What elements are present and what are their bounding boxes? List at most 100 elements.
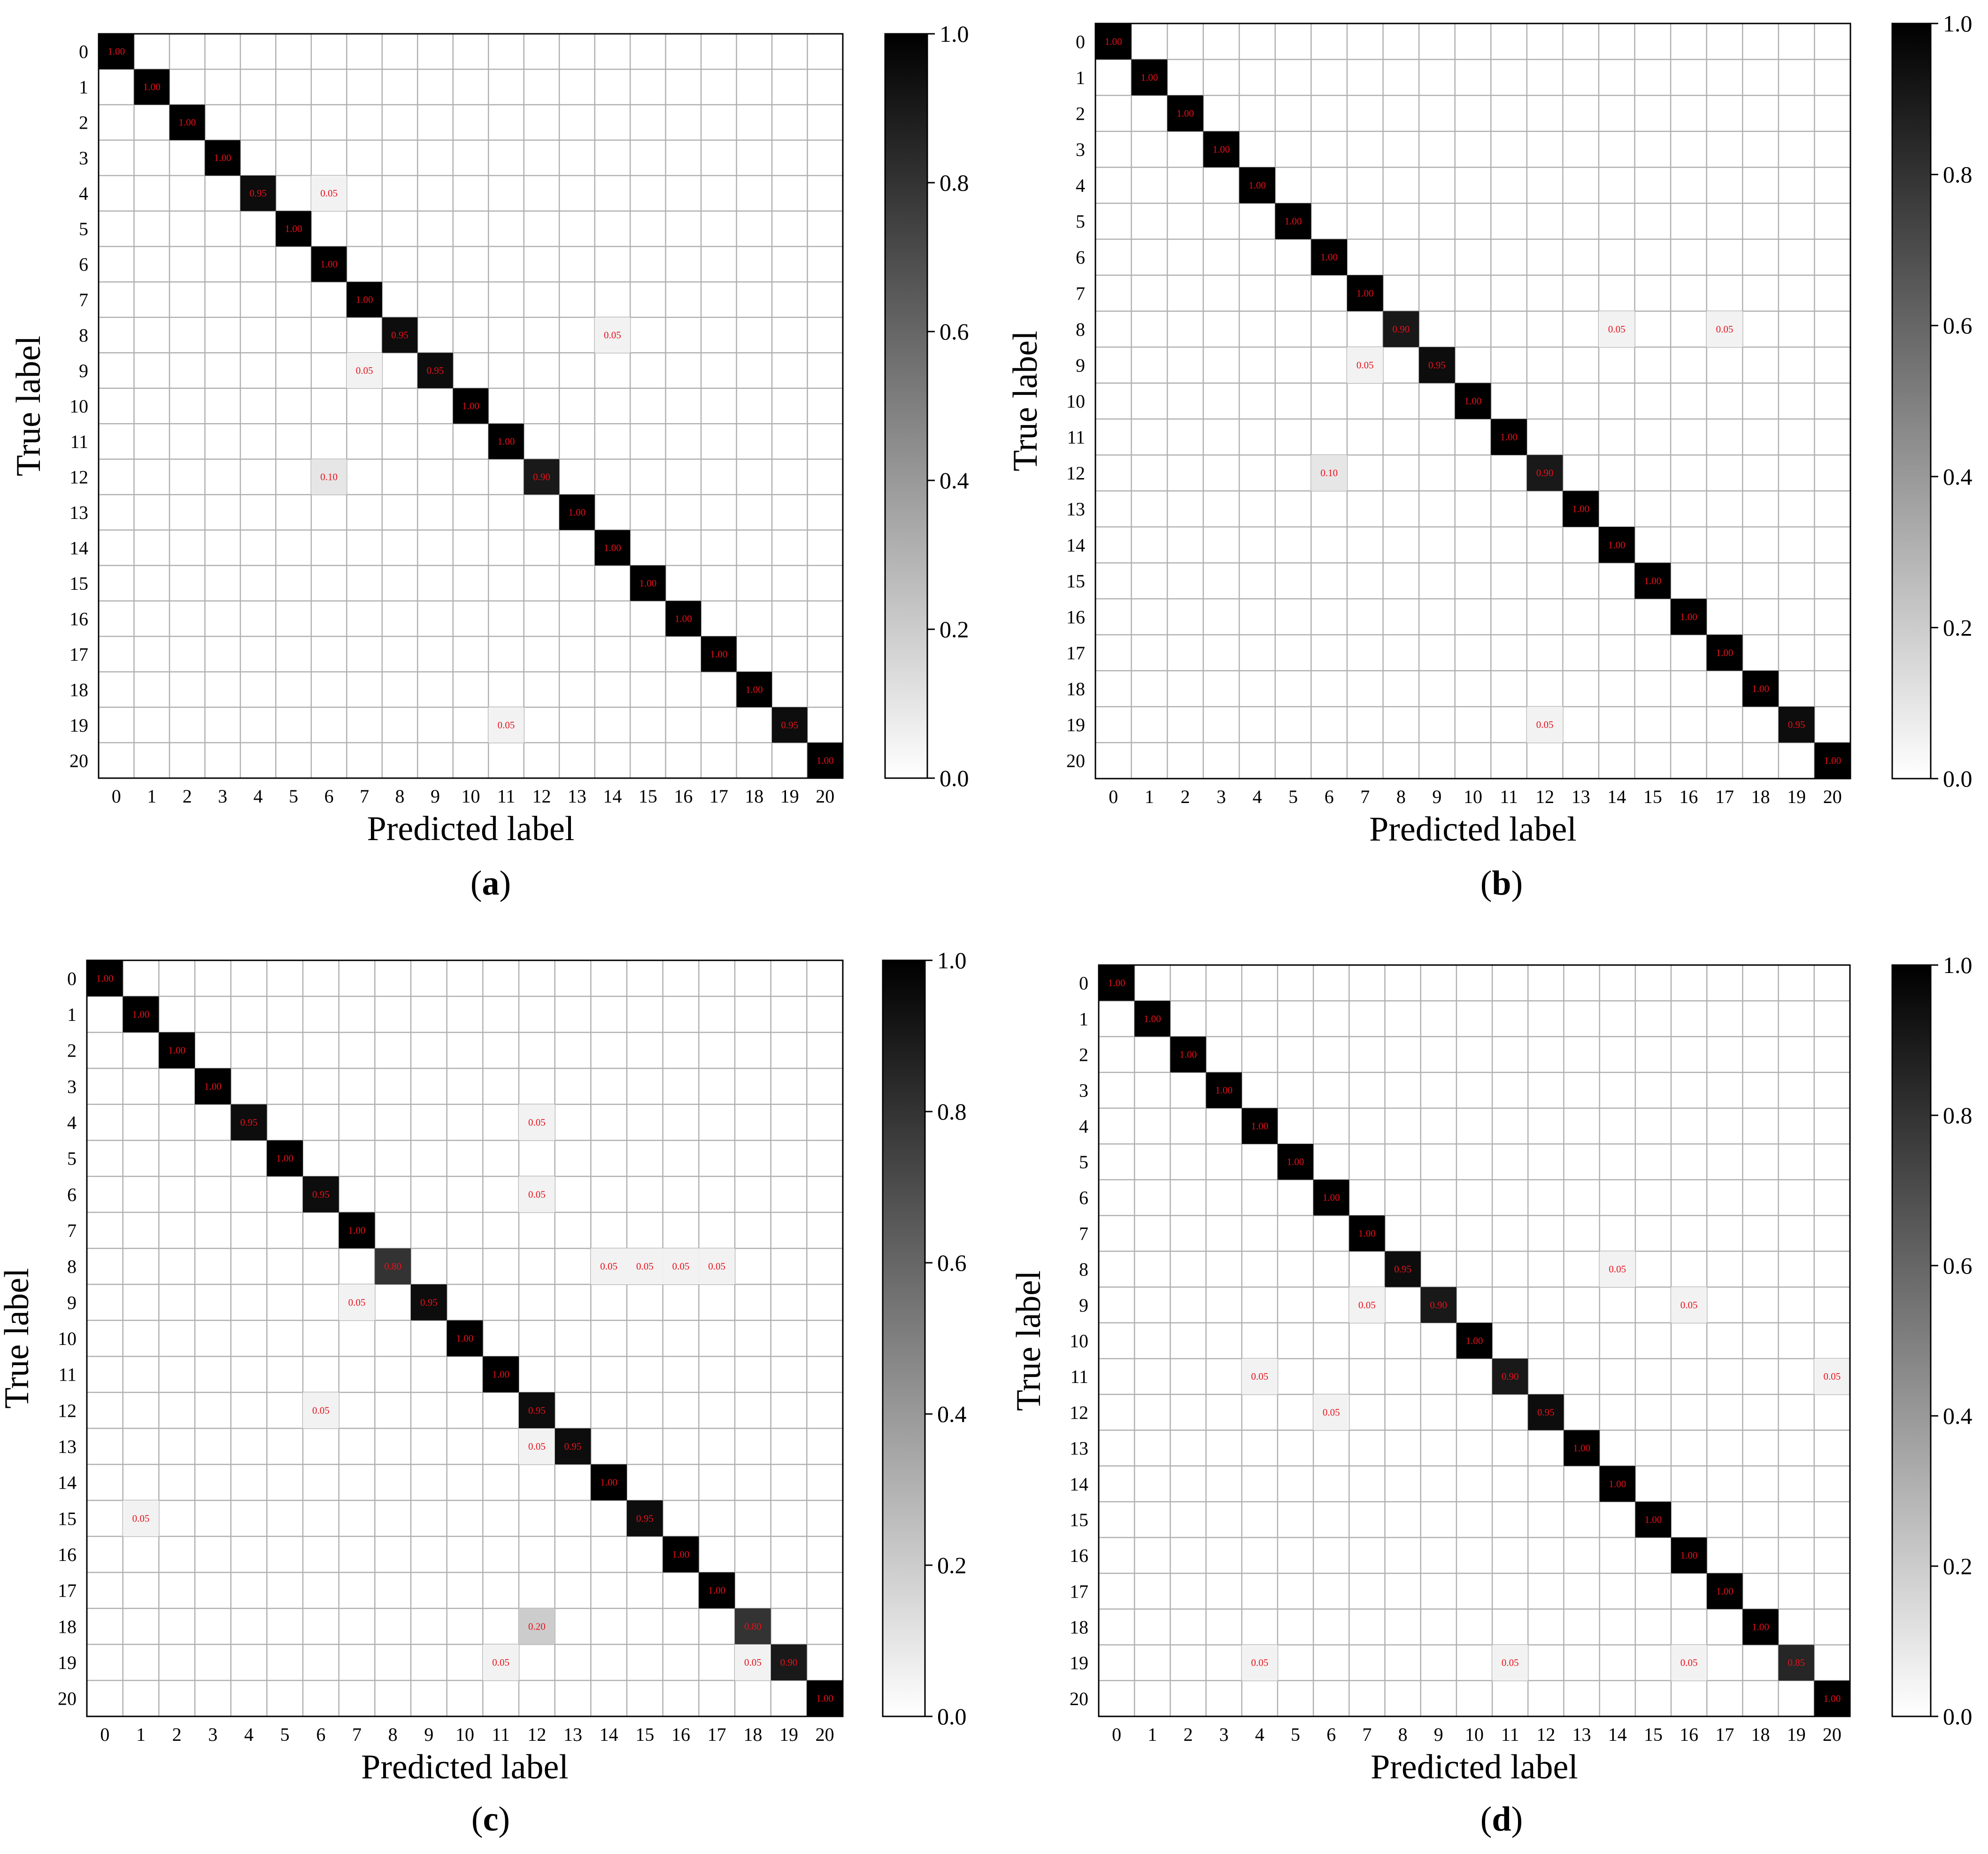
cell-value-label: 0.95 bbox=[528, 1405, 546, 1416]
matrix-cell bbox=[231, 1104, 267, 1141]
cell-value-label: 1.00 bbox=[1464, 395, 1482, 407]
x-tick-label: 5 bbox=[280, 1724, 290, 1745]
matrix-frame bbox=[1094, 23, 1851, 780]
y-tick-label: 3 bbox=[79, 147, 88, 169]
y-tick-label: 14 bbox=[69, 537, 88, 558]
matrix-cell bbox=[1275, 203, 1311, 239]
matrix-cell bbox=[123, 996, 159, 1033]
cell-value-label: 1.00 bbox=[1680, 1550, 1698, 1561]
cell-value-label: 1.00 bbox=[108, 46, 125, 57]
y-tick-label: 6 bbox=[1076, 247, 1085, 268]
y-tick-label: 13 bbox=[58, 1436, 77, 1457]
y-tick-label: 0 bbox=[1079, 973, 1088, 994]
matrix-frame bbox=[1098, 964, 1851, 1717]
matrix-cell bbox=[1707, 1573, 1743, 1609]
x-tick-label: 20 bbox=[816, 1724, 834, 1745]
matrix-cell bbox=[1239, 167, 1275, 203]
matrix-cell bbox=[1526, 455, 1563, 491]
cell-value-label: 0.90 bbox=[1536, 467, 1554, 479]
cell-value-label: 1.00 bbox=[746, 684, 763, 695]
matrix-cell bbox=[1491, 419, 1527, 455]
matrix-cell bbox=[1456, 1322, 1493, 1359]
x-tick-label: 3 bbox=[208, 1724, 217, 1745]
cell-value-label: 1.00 bbox=[1323, 1192, 1340, 1203]
cell-value-label: 1.00 bbox=[498, 436, 515, 447]
colorbar bbox=[1891, 964, 1932, 1717]
x-tick-label: 2 bbox=[1180, 786, 1190, 807]
matrix-cell bbox=[1349, 1215, 1385, 1251]
matrix-cell bbox=[483, 1644, 519, 1681]
matrix-cell bbox=[169, 104, 205, 140]
x-tick-label: 8 bbox=[1396, 786, 1406, 807]
y-tick-label: 12 bbox=[1066, 463, 1085, 484]
cell-value-label: 0.95 bbox=[781, 719, 798, 731]
x-tick-label: 13 bbox=[1572, 1724, 1591, 1745]
matrix-cell bbox=[1206, 1072, 1242, 1108]
y-tick-label: 10 bbox=[1070, 1330, 1088, 1352]
matrix-cell bbox=[267, 1140, 303, 1176]
y-tick-label: 2 bbox=[67, 1040, 77, 1061]
matrix-cell bbox=[735, 1644, 771, 1681]
y-tick-label: 15 bbox=[1066, 571, 1085, 592]
cell-value-label: 0.95 bbox=[312, 1189, 330, 1200]
y-tick-label: 19 bbox=[69, 715, 88, 736]
cell-value-label: 0.95 bbox=[1537, 1406, 1555, 1418]
cell-value-label: 0.90 bbox=[1502, 1371, 1519, 1382]
y-tick-label: 5 bbox=[1079, 1151, 1088, 1173]
cell-value-label: 0.05 bbox=[528, 1189, 546, 1200]
cell-value-label: 1.00 bbox=[204, 1081, 222, 1092]
matrix-cell bbox=[1742, 1609, 1779, 1645]
matrix-cell bbox=[665, 601, 701, 637]
matrix-cell bbox=[159, 1032, 195, 1068]
y-tick-label: 13 bbox=[69, 502, 88, 523]
cell-value-label: 0.05 bbox=[1609, 1264, 1626, 1275]
x-tick-label: 17 bbox=[708, 1724, 726, 1745]
x-tick-label: 20 bbox=[1823, 1724, 1842, 1745]
colorbar-tick-label: 0.2 bbox=[1943, 614, 1973, 641]
matrix-cell bbox=[311, 246, 347, 282]
y-tick-label: 8 bbox=[79, 325, 88, 346]
matrix-cell bbox=[195, 1068, 231, 1105]
y-tick-label: 1 bbox=[67, 1004, 77, 1025]
x-tick-label: 19 bbox=[780, 786, 799, 807]
colorbar-tick-label: 1.0 bbox=[940, 21, 969, 47]
matrix-cell bbox=[1313, 1394, 1349, 1430]
matrix-cell bbox=[1599, 527, 1635, 563]
colorbar-tick-label: 0.0 bbox=[940, 765, 969, 791]
cell-value-label: 1.00 bbox=[1824, 755, 1841, 766]
cell-value-label: 0.05 bbox=[1323, 1406, 1340, 1418]
y-tick-label: 20 bbox=[1066, 750, 1085, 772]
cell-value-label: 1.00 bbox=[1500, 432, 1518, 443]
matrix-cell bbox=[1311, 239, 1347, 275]
cell-value-label: 1.00 bbox=[675, 613, 692, 624]
x-tick-label: 12 bbox=[1536, 1724, 1555, 1745]
y-tick-label: 12 bbox=[1070, 1402, 1088, 1423]
cell-value-label: 1.00 bbox=[456, 1333, 474, 1344]
confusion-matrix-panel: 1.001.001.001.001.001.001.001.000.95 0.05… bbox=[1009, 952, 1973, 1839]
matrix-cell bbox=[1241, 1645, 1278, 1681]
x-tick-label: 5 bbox=[1288, 786, 1298, 807]
matrix-cell bbox=[1167, 95, 1203, 131]
x-axis-label: Predicted label bbox=[367, 810, 575, 848]
matrix-cell bbox=[1706, 634, 1743, 671]
y-tick-label: 14 bbox=[1070, 1474, 1088, 1495]
cell-value-label: 0.85 bbox=[1788, 1657, 1805, 1669]
matrix-cell bbox=[1599, 1251, 1635, 1287]
matrix-cell bbox=[339, 1212, 375, 1249]
matrix-cell bbox=[1455, 383, 1491, 419]
x-tick-label: 18 bbox=[1751, 1724, 1770, 1745]
matrix-cell bbox=[519, 1104, 555, 1141]
cell-value-label: 1.00 bbox=[1572, 503, 1589, 515]
colorbar-tick-label: 0.0 bbox=[937, 1703, 967, 1730]
matrix-cell bbox=[1706, 311, 1743, 348]
cell-value-label: 1.00 bbox=[569, 507, 586, 518]
y-tick-label: 7 bbox=[1076, 283, 1085, 304]
x-tick-label: 18 bbox=[1751, 786, 1770, 807]
x-tick-label: 3 bbox=[218, 786, 227, 807]
y-tick-label: 17 bbox=[1066, 642, 1085, 664]
cell-value-label: 0.05 bbox=[1680, 1657, 1698, 1669]
matrix-cell bbox=[303, 1392, 339, 1429]
x-tick-label: 6 bbox=[316, 1724, 325, 1745]
matrix-cell bbox=[1563, 491, 1599, 527]
